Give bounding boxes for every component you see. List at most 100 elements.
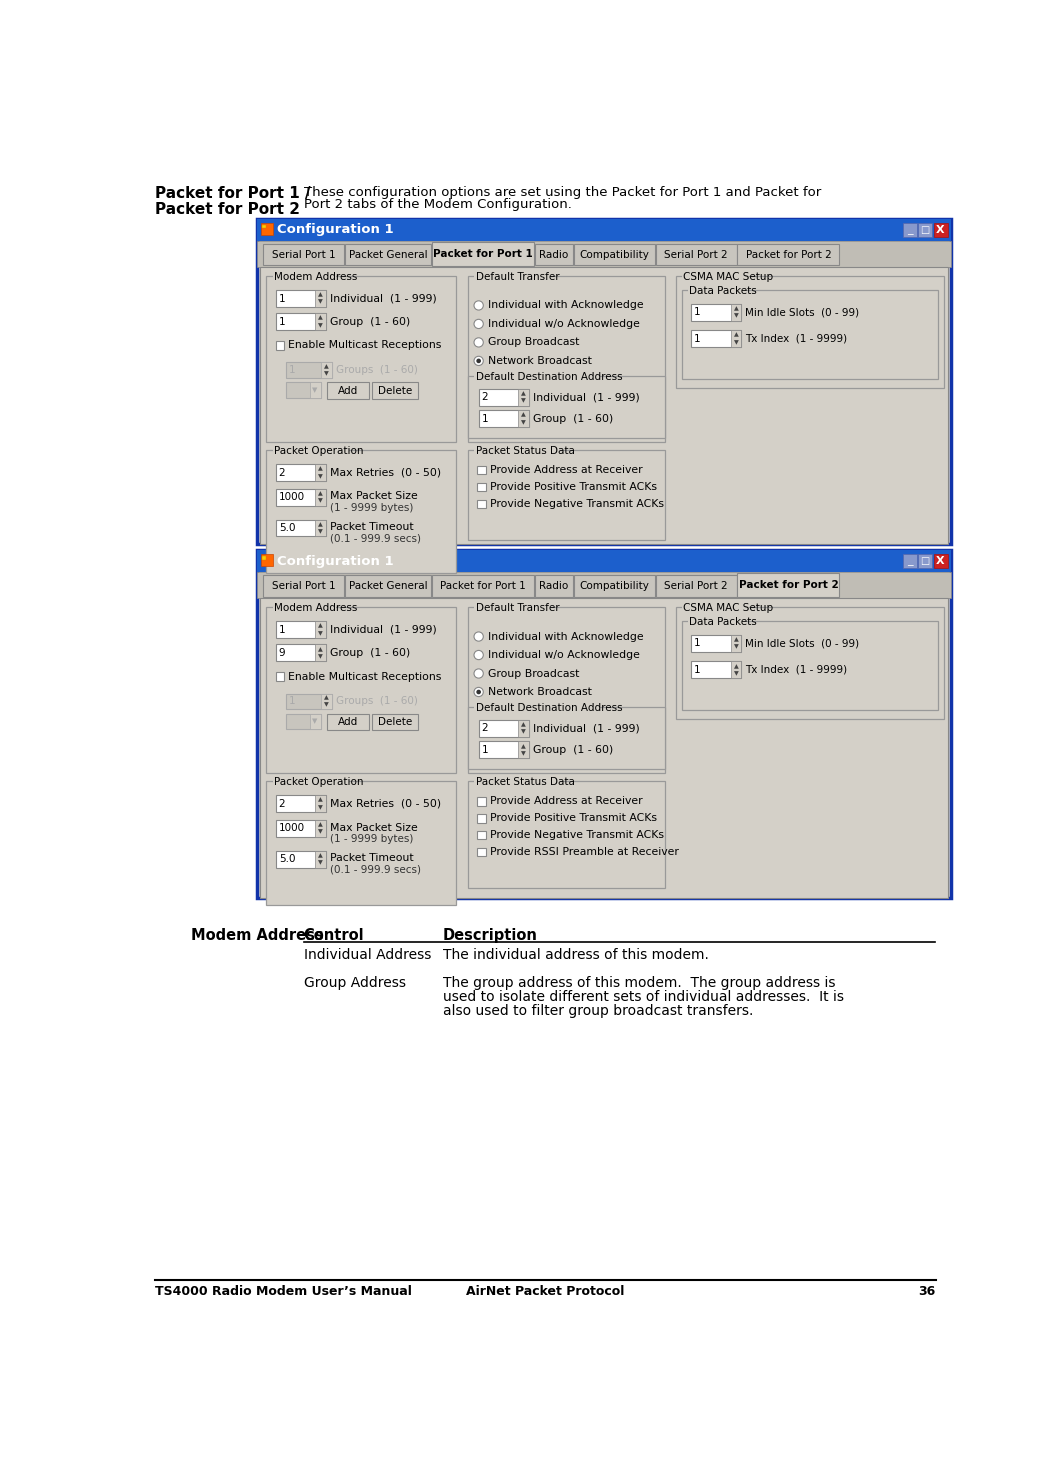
Bar — [473, 704, 600, 712]
Circle shape — [473, 337, 483, 348]
Text: (0.1 - 999.9 secs): (0.1 - 999.9 secs) — [330, 865, 421, 875]
Bar — [473, 603, 550, 611]
Bar — [518, 720, 529, 736]
Bar — [477, 484, 485, 491]
Text: ▼: ▼ — [318, 529, 323, 535]
Bar — [263, 244, 344, 266]
Circle shape — [473, 356, 483, 365]
Text: Provide RSSI Preamble at Receiver: Provide RSSI Preamble at Receiver — [489, 847, 679, 858]
Text: ▼: ▼ — [318, 805, 323, 809]
Text: used to isolate different sets of individual addresses.  It is: used to isolate different sets of indivi… — [443, 991, 844, 1004]
Text: 1: 1 — [694, 333, 701, 343]
Text: ▼: ▼ — [521, 751, 526, 755]
Bar — [477, 798, 485, 805]
Bar — [315, 820, 326, 837]
Text: Packet for Port 1: Packet for Port 1 — [439, 580, 526, 590]
Circle shape — [473, 650, 483, 660]
Text: Compatibility: Compatibility — [580, 250, 649, 260]
Text: 2: 2 — [279, 468, 285, 478]
Text: Packet for Port 2: Packet for Port 2 — [154, 202, 300, 216]
Bar — [918, 224, 932, 237]
Text: 9: 9 — [279, 647, 285, 657]
Bar — [257, 551, 950, 899]
Bar — [311, 383, 320, 397]
Bar — [933, 224, 948, 237]
Text: Delete: Delete — [378, 717, 412, 728]
Bar — [315, 465, 326, 481]
Text: X: X — [936, 557, 945, 565]
Bar — [468, 276, 665, 441]
Bar — [477, 831, 485, 840]
Text: Default Transfer: Default Transfer — [476, 272, 560, 282]
Bar — [902, 224, 916, 237]
Circle shape — [473, 320, 483, 329]
Text: Data Packets: Data Packets — [689, 286, 758, 295]
Circle shape — [473, 687, 483, 697]
Text: Packet for Port 1 /: Packet for Port 1 / — [154, 186, 311, 202]
Text: AirNet Packet Protocol: AirNet Packet Protocol — [466, 1286, 625, 1299]
Bar — [682, 621, 938, 710]
Bar — [731, 636, 742, 652]
Bar — [731, 304, 742, 321]
Bar — [933, 554, 948, 568]
Text: CSMA MAC Setup: CSMA MAC Setup — [683, 603, 774, 614]
Text: Tx Index  (1 - 9999): Tx Index (1 - 9999) — [745, 333, 847, 343]
Bar — [315, 644, 326, 662]
Bar — [257, 219, 950, 543]
Bar — [263, 576, 344, 596]
Bar — [468, 707, 665, 768]
Text: Serial Port 2: Serial Port 2 — [664, 580, 728, 590]
Bar — [276, 313, 326, 330]
Text: Individual  (1 - 999): Individual (1 - 999) — [533, 392, 639, 402]
Text: Modem Address: Modem Address — [275, 603, 358, 614]
Bar — [688, 286, 747, 294]
Text: Tx Index  (1 - 9999): Tx Index (1 - 9999) — [745, 665, 847, 675]
Text: Description: Description — [443, 928, 538, 944]
Text: Enable Multicast Receptions: Enable Multicast Receptions — [288, 340, 442, 351]
Bar — [266, 450, 456, 573]
Bar — [263, 555, 266, 560]
Text: ▼: ▼ — [313, 719, 318, 725]
Text: ▲: ▲ — [521, 413, 526, 418]
Text: ▲: ▲ — [318, 522, 323, 527]
Text: Individual w/o Acknowledge: Individual w/o Acknowledge — [488, 650, 639, 660]
Bar — [266, 608, 456, 773]
Text: ▼: ▼ — [318, 473, 323, 479]
Text: Packet for Port 1: Packet for Port 1 — [433, 248, 533, 259]
Text: (0.1 - 999.9 secs): (0.1 - 999.9 secs) — [330, 533, 421, 543]
Bar — [655, 576, 736, 596]
Text: Provide Address at Receiver: Provide Address at Receiver — [489, 465, 643, 475]
Circle shape — [473, 669, 483, 678]
Text: ▼: ▼ — [325, 703, 329, 707]
Text: _: _ — [907, 557, 912, 565]
Bar — [473, 777, 560, 785]
Text: ▼: ▼ — [318, 655, 323, 659]
Bar — [276, 465, 326, 481]
Text: ▼: ▼ — [521, 419, 526, 425]
Bar — [676, 276, 945, 387]
Text: Max Retries  (0 - 50): Max Retries (0 - 50) — [330, 799, 440, 808]
Bar — [676, 608, 945, 719]
Bar — [327, 383, 369, 399]
Text: 1: 1 — [288, 697, 296, 706]
Bar — [477, 500, 485, 508]
Text: Group Address: Group Address — [303, 976, 405, 991]
Text: Individual with Acknowledge: Individual with Acknowledge — [488, 301, 644, 310]
Text: Control: Control — [303, 928, 364, 944]
Text: ▲: ▲ — [318, 798, 323, 802]
Text: Individual  (1 - 999): Individual (1 - 999) — [330, 294, 436, 304]
Text: Group  (1 - 60): Group (1 - 60) — [533, 745, 613, 755]
Bar — [575, 244, 655, 266]
Text: Packet Operation: Packet Operation — [275, 446, 364, 456]
Text: 1000: 1000 — [279, 824, 304, 833]
Bar — [327, 713, 369, 730]
Bar — [518, 411, 529, 427]
Text: ▲: ▲ — [733, 637, 738, 643]
Bar — [473, 447, 560, 454]
Bar — [479, 411, 529, 427]
Bar — [276, 795, 326, 812]
Text: 1: 1 — [279, 294, 285, 304]
Text: 1: 1 — [279, 625, 285, 634]
Text: ▼: ▼ — [318, 861, 323, 865]
Text: Network Broadcast: Network Broadcast — [488, 356, 592, 365]
